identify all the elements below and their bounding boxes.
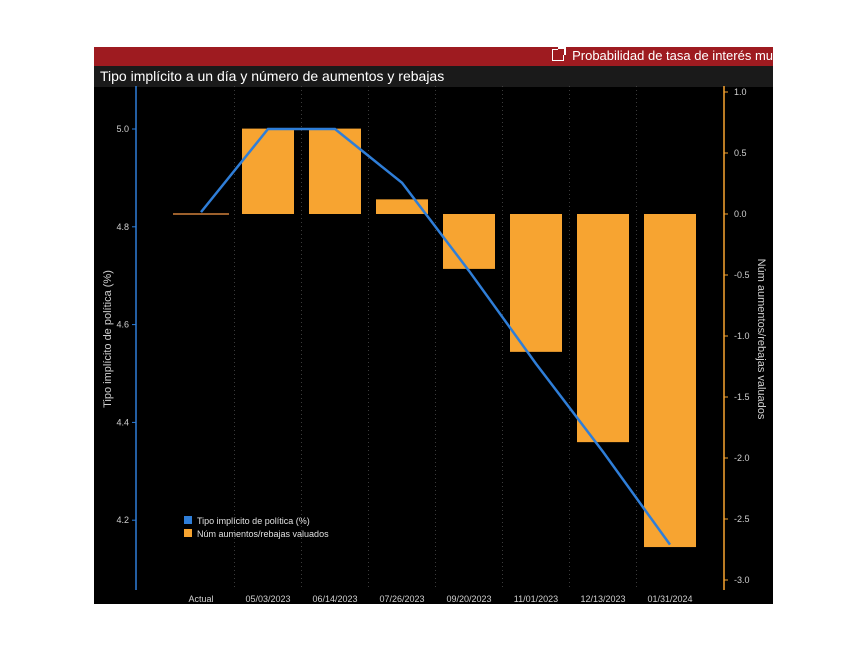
right-tick-label: -0.5 [734, 270, 750, 280]
top-bar: Probabilidad de tasa de interés mu [94, 47, 773, 66]
bar-01-31-2024 [644, 214, 696, 548]
right-tick-label: -1.5 [734, 392, 750, 402]
category-label: Actual [188, 594, 213, 604]
right-tick-label: -2.5 [734, 514, 750, 524]
category-label: 06/14/2023 [312, 594, 357, 604]
left-tick-label: 4.2 [116, 515, 129, 525]
left-axis-title: Tipo implícito de política (%) [102, 270, 114, 408]
left-tick-label: 4.4 [116, 417, 129, 427]
category-label: 12/13/2023 [580, 594, 625, 604]
category-label: 05/03/2023 [245, 594, 290, 604]
bar-07-26-2023 [376, 199, 428, 214]
bar-12-13-2023 [577, 214, 629, 443]
bar-05-03-2023 [242, 128, 294, 214]
right-tick-label: -3.0 [734, 575, 750, 585]
bar-09-20-2023 [443, 214, 495, 269]
legend-swatch-bar [184, 529, 192, 537]
chart-title: Tipo implícito a un día y número de aume… [100, 68, 445, 84]
category-label: 09/20/2023 [446, 594, 491, 604]
left-tick-label: 4.6 [116, 320, 129, 330]
legend-label-bar: Núm aumentos/rebajas valuados [197, 529, 329, 539]
right-tick-label: -1.0 [734, 331, 750, 341]
external-link-icon [552, 47, 567, 61]
right-tick-label: 0.5 [734, 148, 747, 158]
bar-06-14-2023 [309, 128, 361, 214]
bar-11-01-2023 [510, 214, 562, 352]
line-series-implied-rate [200, 127, 672, 546]
category-label: 01/31/2024 [647, 594, 692, 604]
right-tick-label: 0.0 [734, 209, 747, 219]
left-tick-label: 4.8 [116, 222, 129, 232]
left-tick-label: 5.0 [116, 124, 129, 134]
chart-title-bar: Tipo implícito a un día y número de aume… [94, 66, 773, 87]
category-label: 07/26/2023 [379, 594, 424, 604]
right-tick-label: -2.0 [734, 453, 750, 463]
legend-label-line: Tipo implícito de política (%) [197, 516, 310, 526]
legend-swatch-line [184, 516, 192, 524]
right-axis-title: Núm aumentos/rebajas valuados [755, 259, 767, 420]
right-tick-label: 1.0 [734, 87, 747, 97]
probability-link[interactable]: Probabilidad de tasa de interés mu [552, 47, 773, 63]
category-label: 11/01/2023 [514, 594, 558, 604]
probability-link-label: Probabilidad de tasa de interés mu [572, 48, 773, 63]
